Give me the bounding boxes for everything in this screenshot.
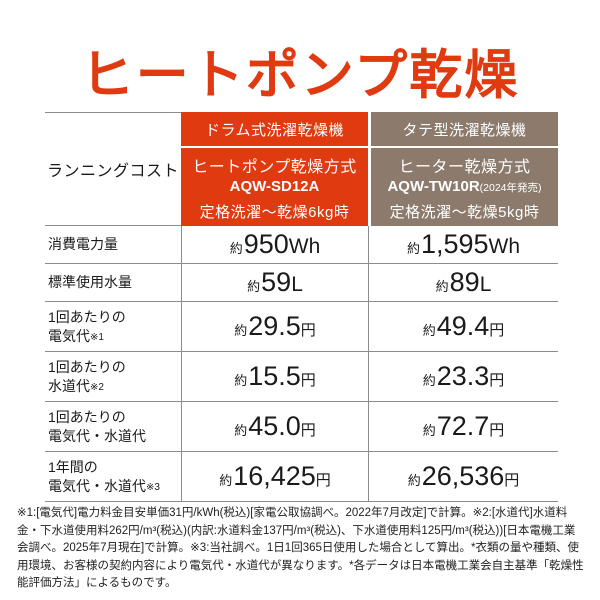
- vertical-condition: 定格洗濯〜乾燥5kg時: [389, 203, 540, 221]
- vertical-value-combined-cost: 約 72.7 円: [368, 402, 558, 452]
- vertical-category: タテ型洗濯乾燥機: [371, 112, 558, 148]
- running-cost-table: ランニングコスト ドラム式洗濯乾燥機 ヒートポンプ乾燥方式 AQW-SD12A …: [45, 112, 558, 502]
- drum-value-power: 約 950 Wh: [181, 226, 368, 264]
- table-row-combined-cost: 1回あたりの 電気代・水道代 約 45.0 円 約 72.7 円: [45, 402, 558, 452]
- drum-value-electric-cost: 約 29.5 円: [181, 302, 368, 352]
- row-label: 消費電力量: [45, 226, 181, 264]
- drum-model: AQW-SD12A: [229, 177, 320, 195]
- footnotes: ※1:[電気代]電力料金目安単価31円/kWh(税込)[家電公取協調べ。2022…: [17, 507, 584, 590]
- vertical-value-electric-cost: 約 49.4 円: [368, 302, 558, 352]
- table-row-power: 消費電力量 約 950 Wh 約 1,595 Wh: [45, 226, 558, 264]
- vertical-subheader: ヒーター乾燥方式 AQW-TW10R(2024年発売) 定格洗濯〜乾燥5kg時: [371, 148, 558, 226]
- drum-subheader: ヒートポンプ乾燥方式 AQW-SD12A 定格洗濯〜乾燥6kg時: [181, 148, 368, 226]
- row-label: 標準使用水量: [45, 264, 181, 302]
- corner-label: ランニングコスト: [45, 112, 181, 226]
- footnote-ref: ※1: [90, 331, 104, 343]
- table-row-yearly-cost: 1年間の 電気代・水道代※3 約 16,425 円 約 26,536 円: [45, 452, 558, 502]
- vertical-value-yearly-cost: 約 26,536 円: [368, 452, 558, 502]
- row-label: 1回あたりの 電気代・水道代: [45, 402, 181, 452]
- table-row-water-usage: 標準使用水量 約 59 L 約 89 L: [45, 264, 558, 302]
- drum-category: ドラム式洗濯乾燥機: [181, 112, 368, 148]
- vertical-method: ヒーター乾燥方式: [398, 158, 531, 176]
- drum-value-combined-cost: 約 45.0 円: [181, 402, 368, 452]
- drum-method: ヒートポンプ乾燥方式: [192, 158, 357, 176]
- drum-value-yearly-cost: 約 16,425 円: [181, 452, 368, 502]
- vertical-value-water-cost: 約 23.3 円: [368, 352, 558, 402]
- footnote-ref: ※2: [90, 381, 104, 393]
- row-label: 1回あたりの 電気代※1: [45, 302, 181, 352]
- vertical-value-power: 約 1,595 Wh: [368, 226, 558, 264]
- page-title: ヒートポンプ乾燥: [80, 46, 520, 105]
- column-header-vertical: タテ型洗濯乾燥機 ヒーター乾燥方式 AQW-TW10R(2024年発売) 定格洗…: [368, 112, 558, 226]
- drum-model-line: AQW-SD12A: [230, 178, 320, 195]
- vertical-model-line: AQW-TW10R(2024年発売): [387, 178, 541, 195]
- row-label: 1回あたりの 水道代※2: [45, 352, 181, 402]
- table-row-electric-cost: 1回あたりの 電気代※1 約 29.5 円 約 49.4 円: [45, 302, 558, 352]
- drum-condition: 定格洗濯〜乾燥6kg時: [199, 203, 350, 221]
- drum-value-water-usage: 約 59 L: [181, 264, 368, 302]
- vertical-model-note: (2024年発売): [479, 181, 542, 194]
- table-header: ランニングコスト ドラム式洗濯乾燥機 ヒートポンプ乾燥方式 AQW-SD12A …: [45, 112, 558, 226]
- vertical-value-water-usage: 約 89 L: [368, 264, 558, 302]
- drum-value-water-cost: 約 15.5 円: [181, 352, 368, 402]
- table-row-water-cost: 1回あたりの 水道代※2 約 15.5 円 約 23.3 円: [45, 352, 558, 402]
- vertical-model: AQW-TW10R: [387, 177, 480, 195]
- footnote-ref: ※3: [146, 481, 160, 493]
- row-label: 1年間の 電気代・水道代※3: [45, 452, 181, 502]
- column-header-drum: ドラム式洗濯乾燥機 ヒートポンプ乾燥方式 AQW-SD12A 定格洗濯〜乾燥6k…: [181, 112, 368, 226]
